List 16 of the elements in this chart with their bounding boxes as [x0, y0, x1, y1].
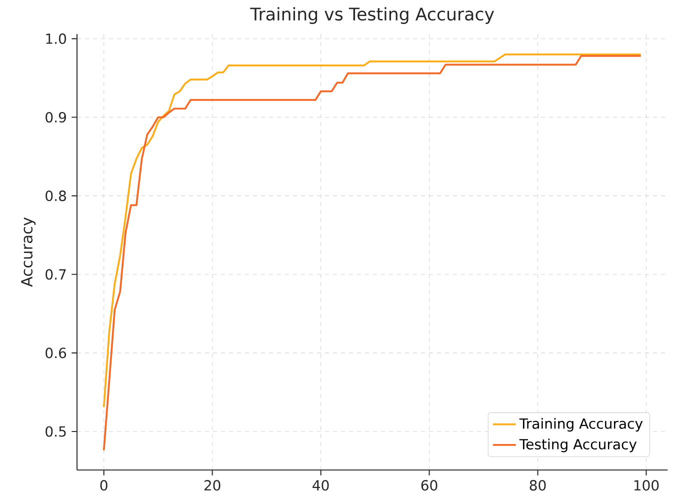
- x-tick-label: 40: [312, 480, 329, 491]
- legend-label: Testing Accuracy: [519, 438, 637, 452]
- y-tick-label: 1.0: [46, 33, 66, 44]
- y-axis-title: Accuracy: [21, 217, 36, 287]
- y-tick-label: 0.9: [46, 112, 66, 123]
- chart-title: Training vs Testing Accuracy: [250, 7, 494, 24]
- x-tick-label: 60: [421, 480, 438, 491]
- x-tick-label: 100: [634, 480, 659, 491]
- x-tick-label: 80: [530, 480, 546, 491]
- y-tick-label: 0.7: [46, 269, 66, 280]
- x-tick-label: 0: [100, 480, 108, 491]
- y-tick-label: 0.8: [46, 190, 66, 202]
- y-tick-label: 0.5: [46, 426, 66, 437]
- y-tick-label: 0.6: [46, 348, 66, 358]
- legend-label: Training Accuracy: [519, 418, 643, 432]
- x-tick-label: 20: [204, 480, 220, 491]
